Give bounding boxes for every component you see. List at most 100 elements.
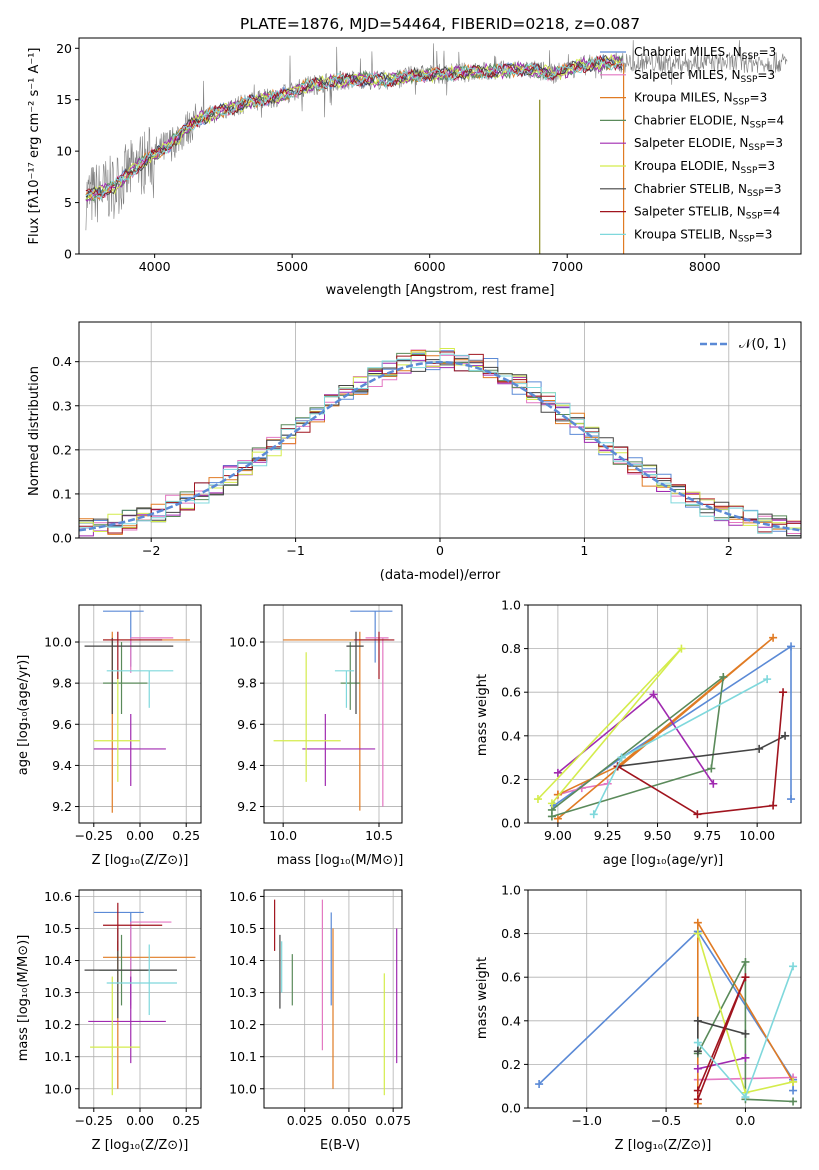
y-tick-label: 0.2 [501, 1057, 521, 1072]
x-tick-label: 10.5 [365, 828, 393, 843]
weight-marker-ch_miles [787, 795, 796, 804]
weight-marker-sa_stelib [693, 1086, 702, 1095]
residual-xlabel: (data-model)/error [380, 568, 501, 583]
y-tick-label: 0 [64, 247, 72, 262]
x-tick-label: −2 [142, 543, 160, 558]
y-tick-label: 0.0 [52, 531, 72, 546]
y-tick-label: 10.5 [229, 921, 257, 936]
weight-line-ch_elodie [551, 675, 725, 818]
residual-panel: −2 −1 0 1 2 0.0 0.1 0.2 0.3 0.4 [52, 321, 802, 558]
weight-marker-ch_stelib [741, 1029, 750, 1038]
x-tick-label: 10.0 [269, 828, 297, 843]
mw-age-ylabel: mass weight [475, 674, 490, 756]
y-tick-label: 0.4 [501, 1013, 521, 1028]
weight-line-kr_stelib [593, 678, 768, 815]
x-tick-label: 5000 [276, 259, 308, 274]
y-tick-label: 10.2 [44, 1017, 72, 1032]
legend-label: Salpeter ELODIE, NSSP=3 [634, 136, 783, 153]
weight-marker-sa_stelib [693, 810, 702, 819]
spectrum-panel: 4000 5000 6000 7000 8000 0 5 10 15 20 [56, 37, 802, 274]
y-tick-label: 10.6 [229, 889, 257, 904]
weight-marker-kr_stelib [763, 675, 772, 684]
weight-marker-kr_elodie [693, 929, 702, 938]
y-tick-label: 9.4 [237, 758, 257, 773]
weight-marker-ch_elodie [707, 764, 716, 773]
y-tick-label: 1.0 [501, 883, 521, 898]
x-tick-label: 0 [436, 543, 444, 558]
x-tick-label: 1 [580, 543, 588, 558]
x-tick-label: 7000 [551, 259, 583, 274]
y-tick-label: 9.2 [52, 799, 72, 814]
x-tick-label: 8000 [689, 259, 721, 274]
x-tick-label: −1.0 [572, 1113, 602, 1128]
mass-ebv-xlabel: E(B-V) [320, 1138, 360, 1153]
age-vs-z-panel: −0.25 0.00 0.25 9.2 9.4 9.6 9.8 10.0 [44, 604, 202, 843]
weight-marker-sa_stelib [779, 688, 788, 697]
age-vs-mass-panel: 10.0 10.5 9.2 9.4 9.6 9.8 10.0 [229, 604, 403, 843]
y-tick-label: 0.8 [501, 926, 521, 941]
y-tick-label: 10.0 [44, 635, 72, 650]
x-tick-label: 9.00 [544, 828, 572, 843]
x-tick-label: 0.075 [375, 1113, 411, 1128]
y-tick-label: 9.4 [52, 758, 72, 773]
weight-marker-ch_elodie [741, 957, 750, 966]
x-tick-label: 10.00 [739, 828, 775, 843]
legend-label: Chabrier MILES, NSSP=3 [634, 45, 776, 62]
residual-legend: 𝒩(0, 1) [700, 337, 786, 352]
weight-marker-kr_miles [693, 918, 702, 927]
weight-marker-kr_stelib [789, 962, 798, 971]
y-tick-label: 10.6 [44, 889, 72, 904]
x-tick-label: 0.25 [172, 1113, 200, 1128]
legend-label: Kroupa ELODIE, NSSP=3 [634, 159, 775, 176]
weight-marker-sa_elodie [709, 779, 718, 788]
y-tick-label: 0.3 [52, 398, 72, 413]
spectrum-legend: Chabrier MILES, NSSP=3 Salpeter MILES, NS… [600, 45, 784, 244]
y-tick-label: 10 [56, 144, 72, 159]
weight-marker-sa_elodie [553, 768, 562, 777]
y-tick-label: 9.6 [237, 717, 257, 732]
x-tick-label: 9.25 [594, 828, 622, 843]
legend-label: Chabrier STELIB, NSSP=3 [634, 182, 782, 199]
axes-frame [78, 37, 802, 255]
model-line-sa_elodie [85, 54, 623, 202]
weight-marker-ch_elodie [719, 672, 728, 681]
y-tick-label: 10.4 [229, 953, 257, 968]
mass-vs-z-panel: −0.25 0.00 0.25 10.0 10.1 10.2 10.3 10.4 10.5 10.… [44, 889, 202, 1128]
y-tick-label: 10.1 [44, 1049, 72, 1064]
x-tick-label: 4000 [139, 259, 171, 274]
legend-label: Kroupa STELIB, NSSP=3 [634, 227, 772, 244]
mw-age-xlabel: age [log₁₀(age/yr)] [603, 853, 724, 868]
weight-marker-kr_miles [769, 633, 778, 642]
weight-marker-kr_stelib [589, 810, 598, 819]
mw-z-xlabel: Z [log₁₀(Z/Z⊙)] [615, 1138, 712, 1153]
x-tick-label: −1 [286, 543, 304, 558]
y-tick-label: 0.2 [501, 772, 521, 787]
y-tick-label: 9.8 [52, 676, 72, 691]
axes-frame [263, 604, 403, 824]
residual-ylabel: Normed distribution [27, 366, 42, 496]
figure-title: PLATE=1876, MJD=54464, FIBERID=0218, z=0… [240, 15, 640, 33]
y-tick-label: 10.4 [44, 953, 72, 968]
model-line-ch_stelib [85, 54, 623, 198]
x-tick-label: 0.050 [331, 1113, 367, 1128]
spectrum-ylabel: Flux [fλ10⁻¹⁷ erg cm⁻² s⁻¹ A⁻¹] [27, 48, 42, 245]
y-tick-label: 10.2 [229, 1017, 257, 1032]
weight-marker-ch_miles [535, 1080, 544, 1089]
gaussian-legend-label: 𝒩(0, 1) [739, 337, 786, 352]
weight-marker-ch_miles [789, 1086, 798, 1095]
y-tick-label: 0.8 [501, 641, 521, 656]
weight-marker-ch_stelib [693, 1047, 702, 1056]
weight-marker-sa_elodie [741, 1053, 750, 1062]
legend-label: Salpeter STELIB, NSSP=4 [634, 205, 780, 222]
histogram-kr_stelib [79, 353, 801, 534]
weight-line-ch_stelib [617, 735, 786, 768]
model-line-kr_stelib [85, 56, 623, 201]
weight-line-kr_miles [557, 637, 774, 820]
y-tick-label: 10.5 [44, 921, 72, 936]
weight-marker-kr_stelib [693, 1038, 702, 1047]
x-tick-label: 0.25 [172, 828, 200, 843]
weight-marker-sa_stelib [769, 801, 778, 810]
weight-marker-ch_miles [787, 642, 796, 651]
gaussian-curve [78, 360, 802, 532]
